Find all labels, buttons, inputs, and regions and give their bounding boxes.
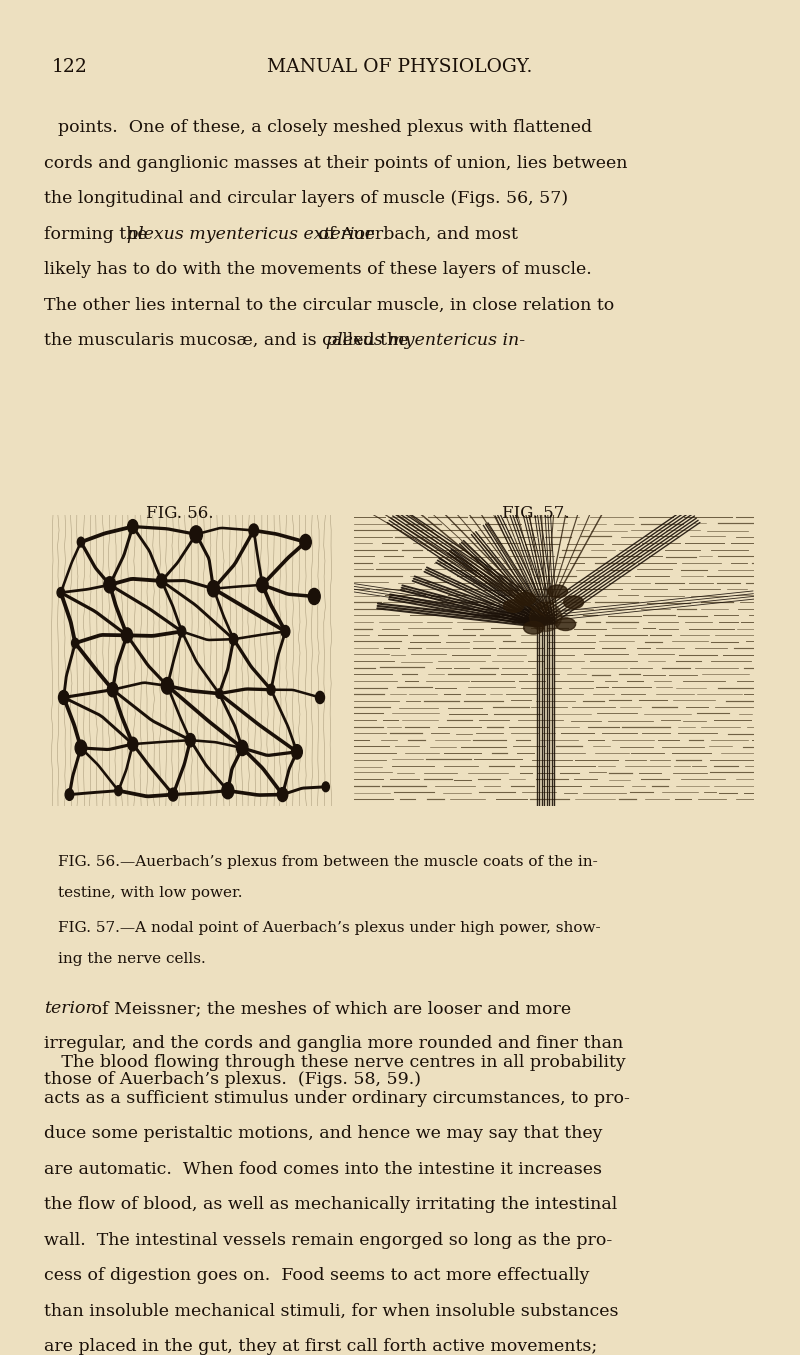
- Circle shape: [278, 787, 288, 802]
- Circle shape: [78, 537, 85, 547]
- Text: points.  One of these, a closely meshed plexus with flattened: points. One of these, a closely meshed p…: [58, 119, 593, 137]
- Text: The other lies internal to the circular muscle, in close relation to: The other lies internal to the circular …: [44, 297, 614, 314]
- Circle shape: [157, 575, 166, 588]
- Text: those of Auerbach’s plexus.  (Figs. 58, 59.): those of Auerbach’s plexus. (Figs. 58, 5…: [44, 1070, 421, 1088]
- Text: likely has to do with the movements of these layers of muscle.: likely has to do with the movements of t…: [44, 262, 592, 278]
- Text: FIG. 56.—Auerbach’s plexus from between the muscle coats of the in-: FIG. 56.—Auerbach’s plexus from between …: [58, 855, 598, 869]
- Circle shape: [104, 577, 116, 593]
- Text: The blood flowing through these nerve centres in all probability: The blood flowing through these nerve ce…: [44, 1054, 626, 1072]
- Text: MANUAL OF PHYSIOLOGY.: MANUAL OF PHYSIOLOGY.: [267, 58, 533, 76]
- Circle shape: [162, 678, 174, 694]
- Text: 122: 122: [52, 58, 88, 76]
- Text: the muscularis mucosæ, and is called the: the muscularis mucosæ, and is called the: [44, 332, 414, 350]
- Circle shape: [71, 638, 79, 648]
- Ellipse shape: [547, 585, 567, 598]
- Circle shape: [122, 627, 133, 642]
- Text: are automatic.  When food comes into the intestine it increases: are automatic. When food comes into the …: [44, 1161, 602, 1177]
- Circle shape: [207, 580, 219, 596]
- Circle shape: [107, 683, 118, 696]
- Circle shape: [128, 737, 138, 751]
- Circle shape: [281, 626, 290, 637]
- Circle shape: [168, 789, 178, 801]
- Circle shape: [216, 688, 222, 698]
- Circle shape: [65, 789, 74, 801]
- Circle shape: [308, 588, 320, 604]
- Text: cords and ganglionic masses at their points of union, lies between: cords and ganglionic masses at their poi…: [44, 154, 627, 172]
- Circle shape: [57, 588, 65, 598]
- Text: the flow of blood, as well as mechanically irritating the intestinal: the flow of blood, as well as mechanical…: [44, 1196, 618, 1213]
- Text: than insoluble mechanical stimuli, for when insoluble substances: than insoluble mechanical stimuli, for w…: [44, 1302, 618, 1320]
- Ellipse shape: [555, 618, 575, 630]
- Text: the longitudinal and circular layers of muscle (Figs. 56, 57): the longitudinal and circular layers of …: [44, 190, 568, 207]
- Circle shape: [300, 534, 311, 550]
- Ellipse shape: [516, 592, 536, 606]
- Text: wall.  The intestinal vessels remain engorged so long as the pro-: wall. The intestinal vessels remain engo…: [44, 1232, 612, 1249]
- Text: FIG. 57.—A nodal point of Auerbach’s plexus under high power, show-: FIG. 57.—A nodal point of Auerbach’s ple…: [58, 920, 601, 935]
- Text: of Auerbach, and most: of Auerbach, and most: [313, 226, 518, 243]
- Circle shape: [315, 691, 325, 703]
- Ellipse shape: [523, 622, 544, 634]
- Text: duce some peristaltic motions, and hence we may say that they: duce some peristaltic motions, and hence…: [44, 1125, 602, 1142]
- Ellipse shape: [563, 596, 583, 608]
- Text: irregular, and the cords and ganglia more rounded and finer than: irregular, and the cords and ganglia mor…: [44, 1035, 623, 1053]
- Circle shape: [230, 634, 238, 645]
- Circle shape: [178, 626, 186, 637]
- Circle shape: [114, 786, 122, 795]
- Text: terior: terior: [44, 1000, 94, 1018]
- Circle shape: [292, 745, 302, 759]
- Text: are placed in the gut, they at first call forth active movements;: are placed in the gut, they at first cal…: [44, 1339, 598, 1355]
- Circle shape: [530, 602, 562, 631]
- Text: FIG. 56.: FIG. 56.: [146, 505, 214, 523]
- Text: testine, with low power.: testine, with low power.: [58, 886, 243, 900]
- Circle shape: [257, 577, 268, 592]
- Circle shape: [186, 733, 195, 747]
- Text: forming the: forming the: [44, 226, 153, 243]
- Circle shape: [58, 691, 69, 705]
- Circle shape: [237, 740, 248, 756]
- Circle shape: [190, 526, 202, 543]
- Circle shape: [128, 519, 138, 534]
- Circle shape: [267, 684, 275, 695]
- Circle shape: [249, 524, 258, 537]
- Text: FIG. 57.: FIG. 57.: [502, 505, 570, 523]
- Text: plexus myentericus exterior: plexus myentericus exterior: [127, 226, 374, 243]
- Text: cess of digestion goes on.  Food seems to act more effectually: cess of digestion goes on. Food seems to…: [44, 1267, 590, 1285]
- Text: plexus myentericus in-: plexus myentericus in-: [326, 332, 525, 350]
- Text: of Meissner; the meshes of which are looser and more: of Meissner; the meshes of which are loo…: [86, 1000, 570, 1018]
- Text: acts as a sufficient stimulus under ordinary circumstances, to pro-: acts as a sufficient stimulus under ordi…: [44, 1089, 630, 1107]
- Circle shape: [222, 783, 234, 798]
- Text: ing the nerve cells.: ing the nerve cells.: [58, 951, 206, 966]
- Circle shape: [322, 782, 330, 791]
- Ellipse shape: [504, 599, 524, 612]
- Circle shape: [75, 740, 86, 756]
